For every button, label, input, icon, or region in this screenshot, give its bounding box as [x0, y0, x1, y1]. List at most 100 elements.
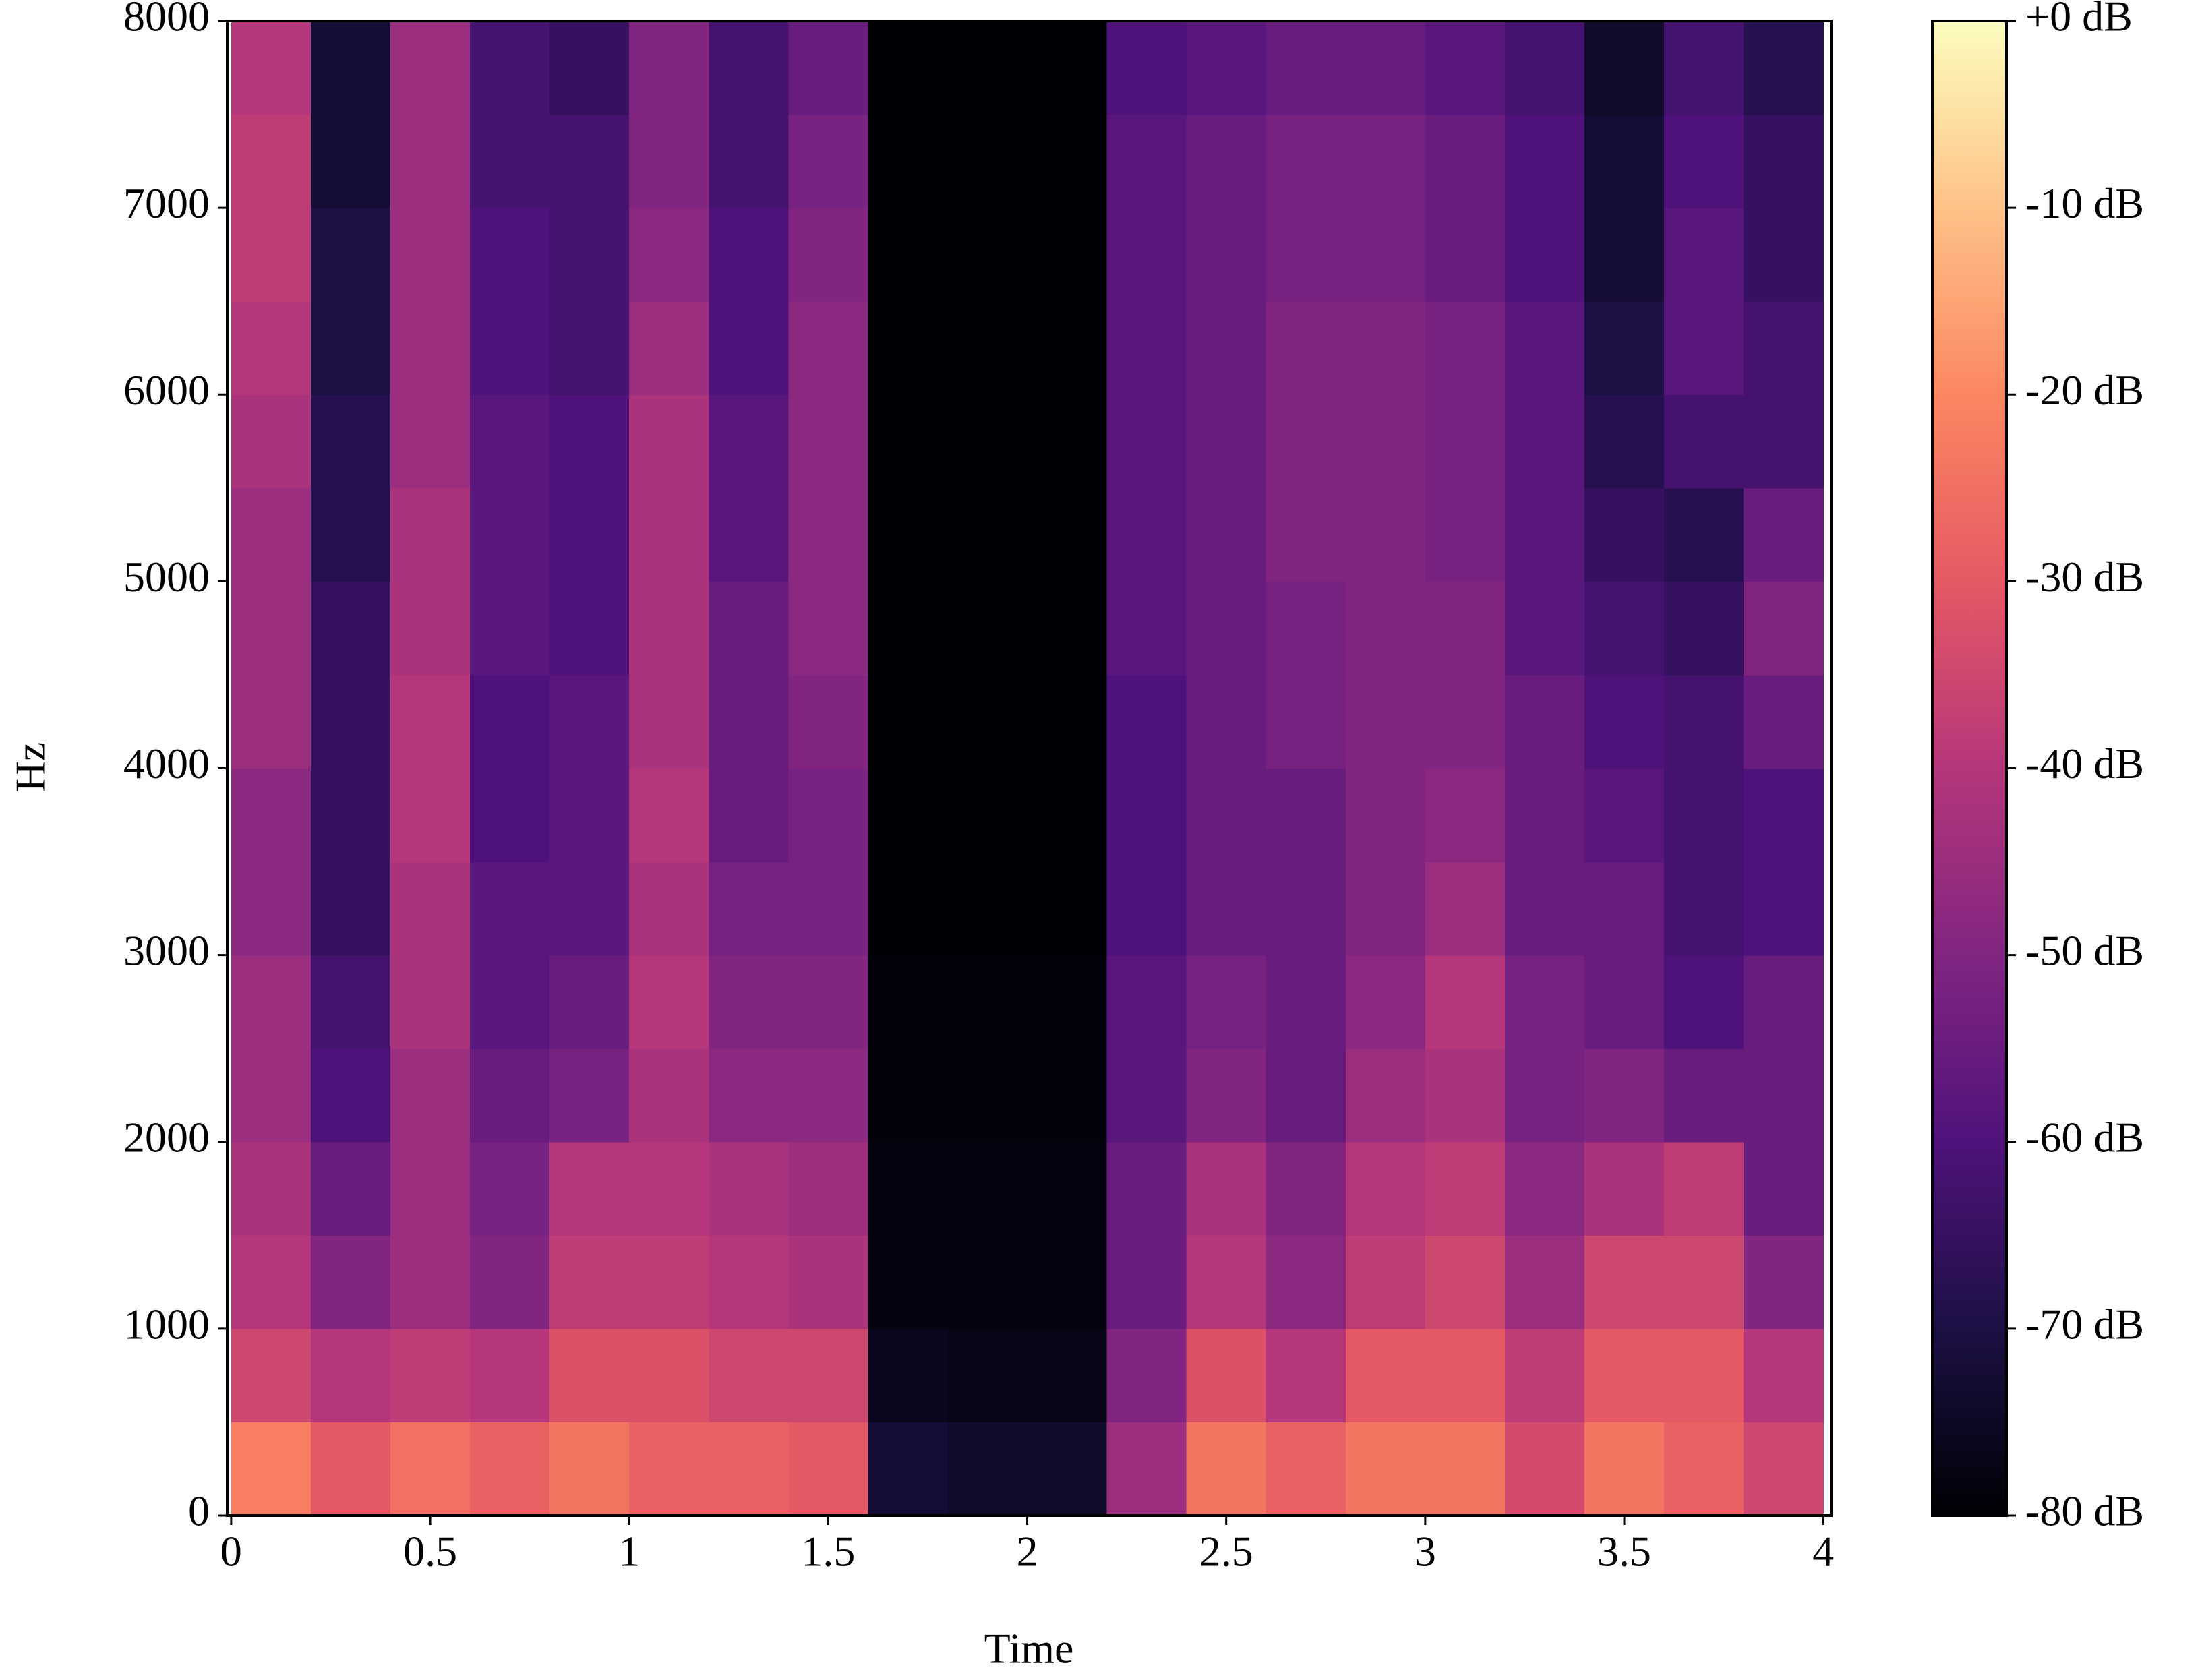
- heatmap-cell: [310, 955, 391, 1049]
- heatmap-cell: [470, 862, 550, 956]
- heatmap-cell: [1027, 1048, 1108, 1143]
- heatmap-cell: [1744, 862, 1824, 956]
- heatmap-cell: [390, 208, 471, 302]
- heatmap-cell: [629, 1328, 710, 1423]
- heatmap-cell: [629, 674, 710, 769]
- heatmap-cell: [629, 1235, 710, 1329]
- colorbar-tick-label: -50 dB: [2025, 926, 2144, 974]
- heatmap-cell: [868, 301, 949, 396]
- heatmap-cell: [709, 862, 790, 956]
- y-tick-label: 2000: [123, 1113, 210, 1161]
- heatmap-cell: [470, 1422, 550, 1516]
- heatmap-cell: [1664, 21, 1744, 115]
- heatmap-cell: [1664, 1328, 1744, 1423]
- heatmap-cell: [788, 1328, 869, 1423]
- heatmap-cell: [1744, 208, 1824, 302]
- spectrogram: [231, 21, 1824, 1516]
- heatmap-cell: [947, 21, 1028, 115]
- heatmap-cell: [947, 1422, 1028, 1516]
- heatmap-cell: [1584, 208, 1665, 302]
- heatmap-cell: [1266, 21, 1346, 115]
- heatmap-cell: [231, 768, 311, 862]
- heatmap-cell: [709, 21, 790, 115]
- heatmap-cell: [868, 114, 949, 208]
- heatmap-cell: [470, 1328, 550, 1423]
- x-tick-label: 0: [220, 1528, 242, 1576]
- heatmap-cell: [868, 1328, 949, 1423]
- heatmap-cell: [1027, 1328, 1108, 1423]
- heatmap-cell: [549, 1328, 630, 1423]
- heatmap-cell: [1027, 768, 1108, 862]
- heatmap-cell: [1584, 394, 1665, 489]
- heatmap-cell: [868, 1235, 949, 1329]
- heatmap-cell: [1425, 1328, 1506, 1423]
- heatmap-cell: [1584, 862, 1665, 956]
- heatmap-cell: [1664, 674, 1744, 769]
- heatmap-cell: [1584, 1048, 1665, 1143]
- heatmap-cell: [1744, 1048, 1824, 1143]
- heatmap-cell: [947, 581, 1028, 676]
- heatmap-cell: [1744, 487, 1824, 582]
- heatmap-cell: [788, 487, 869, 582]
- colorbar-tick-label: +0 dB: [2025, 0, 2133, 40]
- heatmap-cell: [231, 1235, 311, 1329]
- heatmap-cell: [629, 21, 710, 115]
- heatmap-cell: [1345, 862, 1426, 956]
- heatmap-cell: [1425, 1048, 1506, 1143]
- heatmap-cell: [1027, 301, 1108, 396]
- heatmap-cell: [1584, 301, 1665, 396]
- heatmap-cell: [1106, 1141, 1187, 1236]
- heatmap-cell: [231, 1141, 311, 1236]
- x-tick-label: 0.5: [403, 1528, 457, 1576]
- heatmap-cell: [788, 1235, 869, 1329]
- heatmap-cell: [1425, 208, 1506, 302]
- heatmap-cell: [470, 768, 550, 862]
- heatmap-cell: [1584, 487, 1665, 582]
- heatmap-cell: [1744, 1235, 1824, 1329]
- heatmap-cell: [1027, 1235, 1108, 1329]
- heatmap-cell: [1425, 1141, 1506, 1236]
- heatmap-cell: [470, 208, 550, 302]
- heatmap-cell: [1186, 955, 1267, 1049]
- heatmap-cell: [1664, 581, 1744, 676]
- x-tick-label: 4: [1812, 1528, 1834, 1576]
- heatmap-cell: [1266, 955, 1346, 1049]
- colorbar-tick-label: -20 dB: [2025, 366, 2144, 414]
- heatmap-cell: [390, 768, 471, 862]
- heatmap-cell: [629, 955, 710, 1049]
- heatmap-cell: [1504, 487, 1585, 582]
- heatmap-cell: [868, 1048, 949, 1143]
- heatmap-cell: [1266, 487, 1346, 582]
- heatmap-cell: [231, 301, 311, 396]
- heatmap-cell: [1266, 1328, 1346, 1423]
- heatmap-cell: [1744, 955, 1824, 1049]
- heatmap-cell: [1027, 394, 1108, 489]
- heatmap-cell: [390, 1048, 471, 1143]
- heatmap-cell: [1186, 114, 1267, 208]
- heatmap-cell: [709, 301, 790, 396]
- heatmap-cell: [390, 487, 471, 582]
- heatmap-cell: [231, 862, 311, 956]
- heatmap-cell: [549, 394, 630, 489]
- heatmap-cell: [947, 768, 1028, 862]
- heatmap-cell: [947, 674, 1028, 769]
- heatmap-cell: [310, 1141, 391, 1236]
- heatmap-cell: [947, 1235, 1028, 1329]
- heatmap-cell: [1345, 768, 1426, 862]
- heatmap-cell: [1425, 862, 1506, 956]
- heatmap-cell: [868, 208, 949, 302]
- heatmap-cell: [1664, 862, 1744, 956]
- heatmap-cell: [390, 301, 471, 396]
- heatmap-cell: [1186, 487, 1267, 582]
- heatmap-cell: [1345, 208, 1426, 302]
- heatmap-cell: [549, 768, 630, 862]
- heatmap-cell: [1504, 581, 1585, 676]
- heatmap-cell: [1664, 1422, 1744, 1516]
- heatmap-cell: [1186, 862, 1267, 956]
- heatmap-cell: [1584, 674, 1665, 769]
- heatmap-cell: [1504, 1048, 1585, 1143]
- heatmap-cell: [1744, 394, 1824, 489]
- colorbar-tick-label: -40 dB: [2025, 740, 2144, 787]
- heatmap-cell: [470, 1235, 550, 1329]
- heatmap-cell: [709, 1328, 790, 1423]
